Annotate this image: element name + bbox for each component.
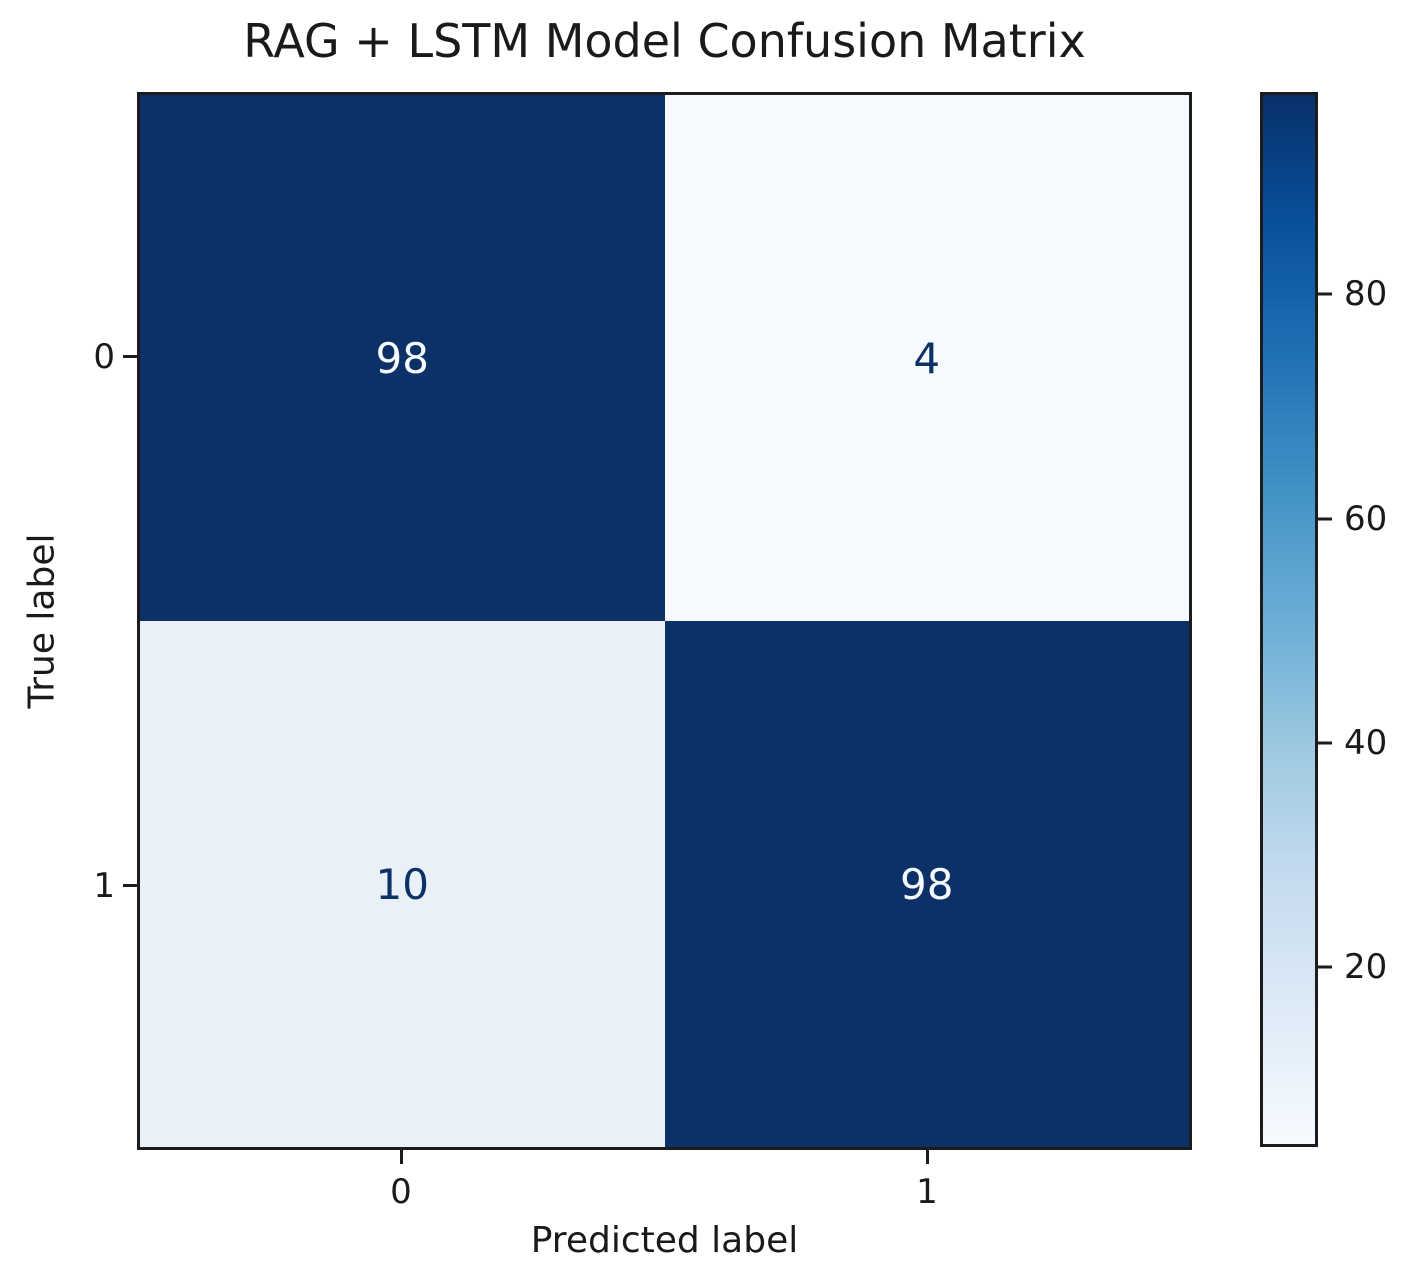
- colorbar-tick-mark-20: [1318, 965, 1332, 969]
- matrix-cell-true0-pred0: 98: [140, 95, 665, 621]
- colorbar-tick-mark-60: [1318, 517, 1332, 521]
- heatmap-plot-area: 98 4 10 98: [137, 92, 1192, 1150]
- y-tick-mark-1: [123, 884, 137, 887]
- colorbar-gradient: [1263, 95, 1315, 1144]
- y-tick-label-0: 0: [93, 337, 115, 377]
- colorbar-tick-mark-40: [1318, 741, 1332, 745]
- y-tick-label-1: 1: [93, 866, 115, 906]
- x-tick-label-0: 0: [390, 1172, 412, 1212]
- colorbar-tick-label-20: 20: [1344, 947, 1388, 988]
- x-tick-mark-1: [926, 1150, 929, 1164]
- y-tick-mark-0: [123, 355, 137, 358]
- colorbar-tick-label-80: 80: [1344, 274, 1388, 315]
- cell-value: 98: [375, 333, 429, 383]
- chart-title: RAG + LSTM Model Confusion Matrix: [243, 14, 1086, 68]
- colorbar: [1260, 92, 1318, 1147]
- cell-value: 98: [900, 859, 954, 909]
- x-tick-mark-0: [400, 1150, 403, 1164]
- matrix-cell-true0-pred1: 4: [664, 95, 1189, 621]
- x-tick-label-1: 1: [916, 1172, 938, 1212]
- matrix-cell-true1-pred0: 10: [140, 621, 665, 1147]
- matrix-cell-true1-pred1: 98: [664, 621, 1189, 1147]
- colorbar-ticks: 20 40 60 80: [1318, 92, 1412, 1147]
- colorbar-tick-label-60: 60: [1344, 498, 1388, 539]
- cell-value: 4: [913, 333, 941, 383]
- cell-value: 10: [375, 859, 429, 909]
- x-axis-label: Predicted label: [530, 1220, 799, 1261]
- colorbar-tick-mark-80: [1318, 292, 1332, 296]
- y-axis-label: True label: [21, 533, 63, 709]
- colorbar-tick-label-40: 40: [1344, 722, 1388, 763]
